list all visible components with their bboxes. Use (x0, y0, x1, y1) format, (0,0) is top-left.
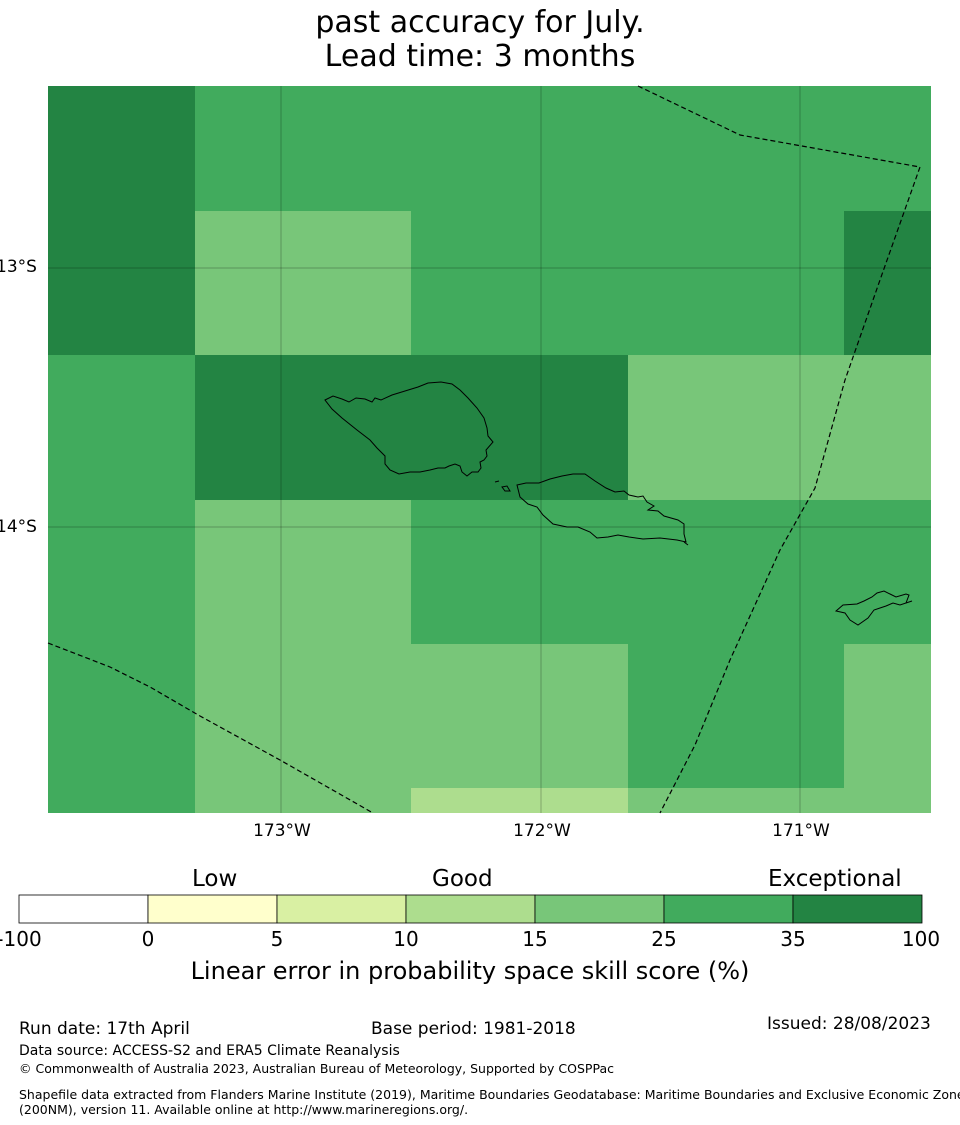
colorbar-tick: 15 (522, 927, 548, 951)
colorbar-swatch (534, 894, 665, 924)
colorbar-swatch (18, 894, 149, 924)
coastlines (324, 381, 913, 626)
skill-cell (628, 644, 844, 788)
colorbar-tick: -100 (0, 927, 42, 951)
colorbar-swatch (405, 894, 536, 924)
colorbar-swatch (663, 894, 794, 924)
skill-cell (844, 788, 931, 813)
tutuila-east-tip (905, 600, 913, 604)
colorbar (18, 894, 923, 924)
lon-label-172w: 172°W (513, 821, 571, 841)
skill-cell (195, 211, 411, 355)
skill-cell (628, 500, 844, 644)
colorbar-tick: 10 (393, 927, 419, 951)
lon-label-171w: 171°W (772, 821, 830, 841)
skill-cell (195, 86, 411, 211)
tutuila-island-outline (834, 590, 910, 626)
savaii-island-outline (324, 381, 494, 477)
colorbar-tick: 0 (141, 927, 155, 951)
category-label-exceptional: Exceptional (768, 866, 902, 892)
skill-cell (628, 788, 844, 813)
skill-cell (844, 86, 931, 211)
upolu-east-tip (683, 541, 689, 546)
skill-cell (411, 211, 628, 355)
islet-apolima (501, 485, 511, 492)
skill-cell (411, 86, 628, 211)
colorbar-title: Linear error in probability space skill … (190, 957, 750, 985)
maritime-boundaries (47, 85, 921, 814)
skill-cell (195, 355, 411, 500)
islet-west (494, 480, 500, 483)
data-source: Data source: ACCESS-S2 and ERA5 Climate … (19, 1043, 400, 1059)
skill-cell (411, 355, 628, 500)
skill-cell (48, 211, 195, 355)
skill-cell (48, 355, 195, 500)
category-label-good: Good (432, 866, 493, 892)
lat-label-13s: 13°S (0, 257, 37, 277)
lat-label-14s: 14°S (0, 517, 37, 537)
skill-cell (195, 644, 411, 788)
issued-date: Issued: 28/08/2023 (767, 1014, 931, 1034)
skill-cell (195, 500, 411, 644)
colorbar-tick: 100 (901, 927, 941, 951)
skill-cell (48, 500, 195, 644)
skill-cell (48, 788, 195, 813)
lon-label-173w: 173°W (253, 821, 311, 841)
colorbar-swatch (276, 894, 407, 924)
skill-cell (411, 644, 628, 788)
skill-cell (195, 788, 411, 813)
skill-cell (844, 500, 931, 644)
skill-cell (411, 500, 628, 644)
shapefile-credit-line-2: (200NM), version 11. Available online at… (19, 1102, 469, 1117)
title-line-2: Lead time: 3 months (324, 39, 636, 74)
colorbar-tick: 25 (651, 927, 677, 951)
skill-grid (48, 86, 931, 813)
colorbar-tick: 35 (780, 927, 806, 951)
colorbar-swatch (792, 894, 923, 924)
skill-cell (844, 211, 931, 355)
run-date: Run date: 17th April (19, 1019, 190, 1039)
colorbar-swatch (147, 894, 278, 924)
eez-boundary-north (637, 85, 921, 814)
colorbar-tick: 5 (270, 927, 284, 951)
copyright: © Commonwealth of Australia 2023, Austra… (19, 1061, 614, 1076)
base-period: Base period: 1981-2018 (371, 1019, 576, 1039)
upolu-island-outline (516, 473, 687, 543)
shapefile-credit-line-1: Shapefile data extracted from Flanders M… (19, 1087, 960, 1102)
title-line-1: past accuracy for July. (315, 5, 645, 40)
skill-cell (844, 355, 931, 500)
skill-cell (48, 644, 195, 788)
eez-boundary-southwest (47, 642, 374, 814)
category-label-low: Low (192, 866, 238, 892)
skill-cell (628, 355, 844, 500)
skill-cell (628, 211, 844, 355)
graticule (48, 86, 931, 813)
skill-cell (844, 644, 931, 788)
skill-cell (48, 86, 195, 211)
skill-cell (411, 788, 628, 813)
skill-cell (628, 86, 844, 211)
